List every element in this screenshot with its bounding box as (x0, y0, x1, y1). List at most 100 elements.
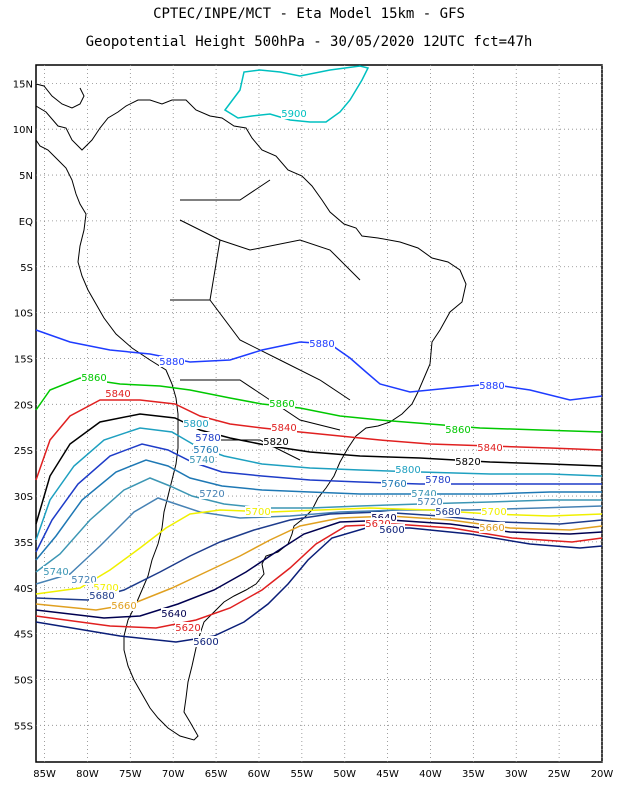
contour-label-5840: 5840 (477, 443, 502, 454)
contour-label-5780: 5780 (425, 475, 450, 486)
lon-tick-label: 75W (119, 769, 142, 780)
contour-label-5720: 5720 (199, 489, 224, 500)
lon-tick-label: 35W (462, 769, 485, 780)
contour-5800 (35, 427, 603, 541)
contour-label-5600: 5600 (193, 637, 218, 648)
contour-label-bg (189, 454, 215, 465)
lat-tick-label: 20S (14, 400, 33, 411)
contour-label-bg (81, 372, 107, 383)
contour-label-bg (309, 338, 335, 349)
contour-label-5660: 5660 (479, 523, 504, 534)
contour-label-bg (455, 456, 481, 467)
contour-5620 (35, 523, 603, 629)
contour-label-bg (425, 474, 451, 485)
lat-tick-label: 50S (14, 675, 33, 686)
contour-label-5880: 5880 (479, 381, 504, 392)
contour-label-5680: 5680 (89, 591, 114, 602)
contour-label-5800: 5800 (183, 419, 208, 430)
contour-label-5860: 5860 (445, 425, 470, 436)
contour-label-bg (477, 442, 503, 453)
contour-label-5840: 5840 (105, 389, 130, 400)
contour-label-5860: 5860 (81, 373, 106, 384)
contour-label-bg (71, 574, 97, 585)
contour-label-bg (195, 432, 221, 443)
lat-tick-label: EQ (19, 217, 33, 228)
plot-frame (35, 64, 603, 763)
contour-label-bg (89, 590, 115, 601)
contour-5600 (35, 527, 603, 643)
contour-label-bg (481, 506, 507, 517)
contour-label-bg (371, 512, 397, 523)
contour-label-bg (479, 522, 505, 533)
contour-label-5860: 5860 (269, 399, 294, 410)
contour-label-bg (435, 506, 461, 517)
contour-label-5640: 5640 (161, 609, 186, 620)
lat-tick-label: 5S (20, 263, 33, 274)
lat-tick-label: 15S (14, 354, 33, 365)
contour-label-bg (245, 506, 271, 517)
contour-label-5780: 5780 (195, 433, 220, 444)
lat-tick-label: 25S (14, 446, 33, 457)
contour-label-bg (105, 388, 131, 399)
contour-label-bg (159, 356, 185, 367)
contour-5780 (35, 443, 602, 553)
contour-label-bg (381, 478, 407, 489)
contour-label-5680: 5680 (435, 507, 460, 518)
contour-label-bg (365, 518, 391, 529)
contour-label-5820: 5820 (455, 457, 480, 468)
contour-label-5620: 5620 (365, 519, 390, 530)
contour-label-5740: 5740 (189, 455, 214, 466)
contour-label-bg (417, 496, 443, 507)
contour-label-5880: 5880 (159, 357, 184, 368)
lon-tick-label: 25W (548, 769, 571, 780)
contour-label-5740: 5740 (43, 567, 68, 578)
gridlines (36, 65, 603, 762)
lon-tick-label: 30W (505, 769, 528, 780)
contour-label-5620: 5620 (175, 623, 200, 634)
contour-label-bg (379, 524, 405, 535)
contour-label-5880: 5880 (309, 339, 334, 350)
contour-label-5700: 5700 (93, 583, 118, 594)
contour-label-bg (263, 436, 289, 447)
lon-tick-label: 20W (591, 769, 614, 780)
contour-label-bg (193, 636, 219, 647)
contour-label-bg (411, 488, 437, 499)
contour-label-bg (271, 422, 297, 433)
contour-label-bg (479, 380, 505, 391)
lat-tick-label: 40S (14, 584, 33, 595)
lon-tick-label: 50W (333, 769, 356, 780)
contour-label-5900: 5900 (281, 109, 306, 120)
contour-label-bg (269, 398, 295, 409)
lon-tick-label: 60W (248, 769, 271, 780)
lon-tick-label: 40W (419, 769, 442, 780)
contour-labels: 5900 5880 5880 5880 5860 5860 5860 5840 5840 5840… (43, 108, 507, 648)
contour-label-bg (281, 108, 307, 119)
contour-label-5740: 5740 (411, 489, 436, 500)
contour-label-5760: 5760 (381, 479, 406, 490)
tick-labels: 15N 10N 5N EQ 5S 10S 15S 20S 25S 30S 35S 40S 45S 50S 5… (13, 79, 614, 780)
lat-tick-label: 30S (14, 492, 33, 503)
contour-label-5760: 5760 (193, 445, 218, 456)
lon-tick-label: 80W (76, 769, 99, 780)
lon-tick-label: 45W (376, 769, 399, 780)
contour-label-bg (395, 464, 421, 475)
contour-label-5660: 5660 (111, 601, 136, 612)
lat-tick-label: 45S (14, 630, 33, 641)
contour-label-bg (161, 608, 187, 619)
contour-label-bg (199, 488, 225, 499)
contour-label-bg (111, 600, 137, 611)
contour-label-bg (193, 444, 219, 455)
lon-tick-label: 55W (291, 769, 314, 780)
contour-label-5720: 5720 (417, 497, 442, 508)
lat-tick-label: 10S (14, 309, 33, 320)
chart-title-line1: CPTEC/INPE/MCT - Eta Model 15km - GFS (153, 6, 465, 22)
contour-5680 (35, 511, 603, 601)
lat-tick-label: 5N (19, 171, 33, 182)
contour-label-bg (93, 582, 119, 593)
lon-tick-label: 85W (33, 769, 56, 780)
lon-tick-label: 65W (205, 769, 228, 780)
lon-tick-label: 70W (162, 769, 185, 780)
contour-label-bg (183, 418, 209, 429)
contour-label-5700: 5700 (245, 507, 270, 518)
